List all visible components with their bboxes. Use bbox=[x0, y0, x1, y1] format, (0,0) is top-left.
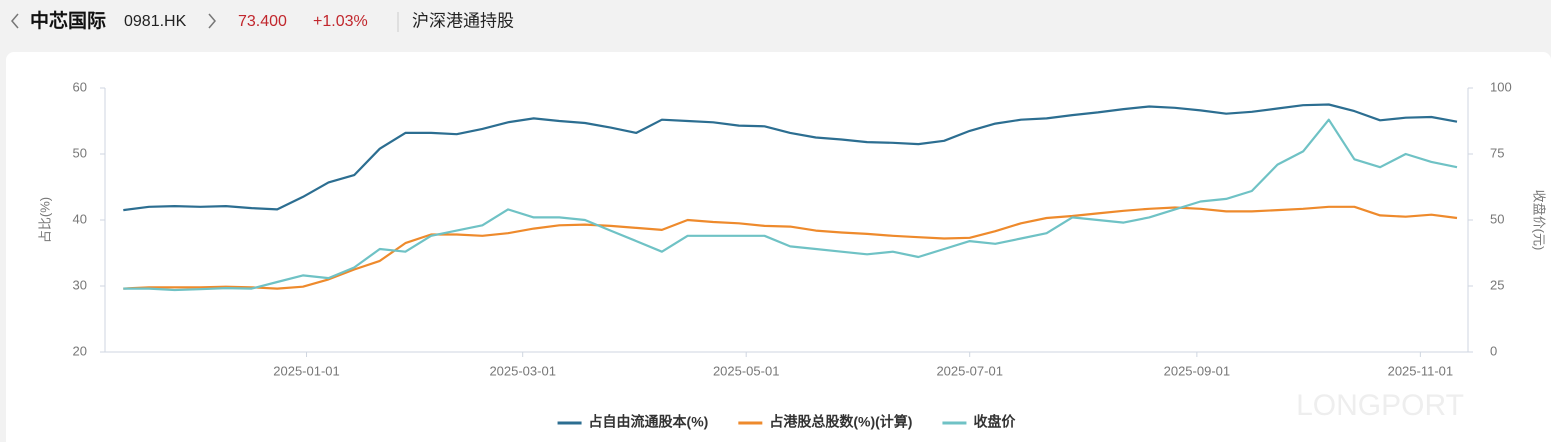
series-line bbox=[123, 205, 1458, 290]
card bbox=[6, 52, 1551, 442]
price: 73.400 bbox=[238, 13, 287, 30]
stock-code: 0981.HK bbox=[124, 13, 187, 30]
y2-tick-label: 75 bbox=[1490, 145, 1504, 160]
y2-tick-label: 0 bbox=[1490, 343, 1497, 358]
y-tick-label: 40 bbox=[73, 211, 87, 226]
y2-tick-label: 100 bbox=[1490, 79, 1512, 94]
y2-tick-label: 25 bbox=[1490, 277, 1504, 292]
series-line bbox=[123, 118, 1458, 292]
x-tick-label: 2025-01-01 bbox=[273, 363, 340, 378]
series-line bbox=[123, 103, 1458, 212]
back-icon[interactable] bbox=[11, 13, 19, 29]
y2-axis-label: 收盘价(元) bbox=[1532, 190, 1547, 251]
x-tick-label: 2025-05-01 bbox=[713, 363, 780, 378]
x-tick-label: 2025-07-01 bbox=[936, 363, 1003, 378]
y-tick-label: 30 bbox=[73, 277, 87, 292]
legend-label: 占自由流通股本(%) bbox=[589, 414, 709, 430]
stock-name: 中芯国际 bbox=[30, 9, 106, 32]
x-tick-label: 2025-03-01 bbox=[489, 363, 556, 378]
section-title: 沪深港通持股 bbox=[412, 11, 514, 30]
legend-label: 收盘价 bbox=[973, 414, 1016, 430]
y-tick-label: 50 bbox=[73, 145, 87, 160]
change: +1.03% bbox=[313, 13, 368, 30]
y-tick-label: 60 bbox=[73, 79, 87, 94]
y2-tick-label: 50 bbox=[1490, 211, 1504, 226]
y-tick-label: 20 bbox=[73, 343, 87, 358]
watermark: LONGPORT bbox=[1296, 389, 1464, 422]
legend-label: 占港股总股数(%)(计算) bbox=[769, 414, 912, 430]
x-tick-label: 2025-11-01 bbox=[1388, 363, 1454, 378]
y-axis-label: 占比(%) bbox=[37, 197, 52, 243]
x-tick-label: 2025-09-01 bbox=[1164, 363, 1231, 378]
next-icon[interactable] bbox=[208, 13, 216, 29]
